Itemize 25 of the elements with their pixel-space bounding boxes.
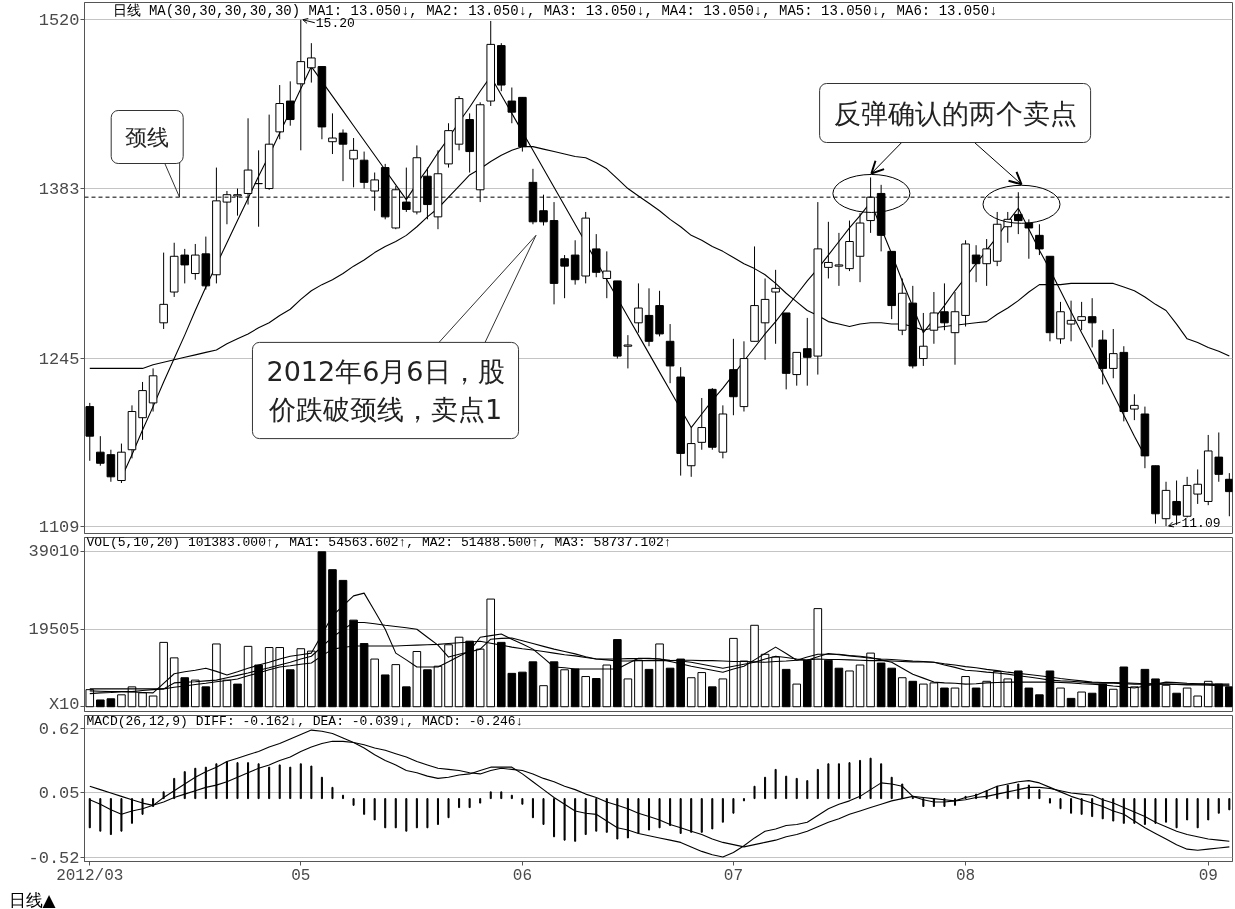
chart-title: 日线 MA(30,30,30,30,30) MA1: 13.050↓, MA2: 13.050↓, MA3: 13.050↓, MA4: 13.050↓, MA5: 13.050↓, MA6: 13.050↓ xyxy=(112,2,998,19)
y-tick-label: 1245 xyxy=(38,350,80,370)
annotation: 反弹确认的两个卖点 xyxy=(833,97,1077,129)
chart-title: MACD(26,12,9) DIFF: -0.162↓, DEA: -0.039↓, MACD: -0.246↓ xyxy=(86,714,524,730)
x-tick-label: 06 xyxy=(512,866,532,885)
annotation: 15.20 xyxy=(315,16,355,32)
chart-title: VOL(5,10,20) 101383.000↑, MA1: 54563.602↑, MA2: 51488.500↑, MA3: 58737.102↑ xyxy=(86,535,672,550)
text: 日线▲ xyxy=(8,889,57,909)
ref-line-label: 颈线 xyxy=(125,124,170,150)
y-tick-label: 0.05 xyxy=(38,784,80,804)
y-tick-label: 1520 xyxy=(38,11,80,31)
x-tick-label: 08 xyxy=(955,866,976,885)
y-tick-label: X10 xyxy=(48,694,80,714)
y-tick-label: 39010 xyxy=(28,542,80,562)
annotation: 2012年6月6日，股价跌破颈线，卖点1 xyxy=(266,356,505,425)
y-tick-label: 1383 xyxy=(38,180,80,200)
x-tick-label: 05 xyxy=(291,866,311,885)
x-tick-label: 09 xyxy=(1198,866,1218,885)
y-tick-label: 0.62 xyxy=(38,720,80,740)
x-tick-label: 07 xyxy=(723,866,744,885)
y-tick-label: 1109 xyxy=(38,517,80,537)
y-tick-label: 19505 xyxy=(28,619,80,639)
y-tick-label: -0.52 xyxy=(28,848,80,868)
annotation: 11.09 xyxy=(1181,515,1221,531)
x-tick-label: 2012/03 xyxy=(56,866,124,885)
